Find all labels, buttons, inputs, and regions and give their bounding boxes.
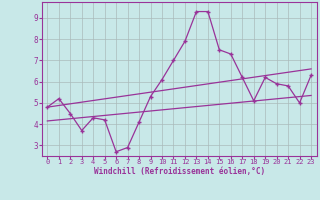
X-axis label: Windchill (Refroidissement éolien,°C): Windchill (Refroidissement éolien,°C) (94, 167, 265, 176)
